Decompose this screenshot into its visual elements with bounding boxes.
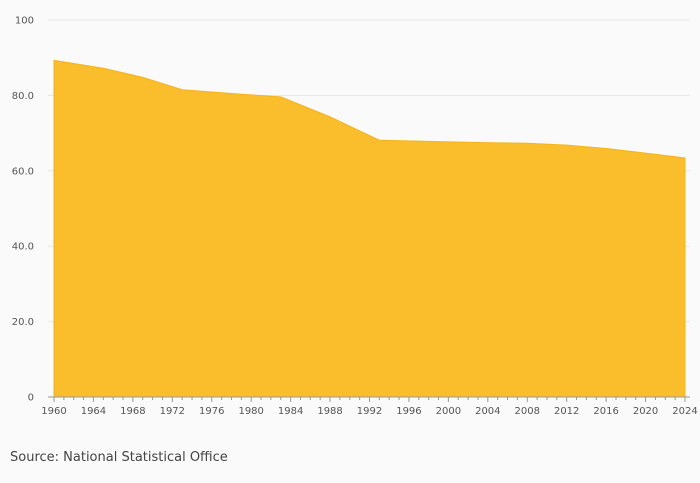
x-tick-label: 2024 xyxy=(672,406,697,417)
y-tick-label: 100 xyxy=(15,16,34,27)
x-tick-label: 2008 xyxy=(515,406,540,417)
x-tick-label: 1992 xyxy=(357,406,382,417)
x-tick-label: 2012 xyxy=(554,406,579,417)
y-tick-label: 0 xyxy=(28,393,34,404)
x-tick-label: 1984 xyxy=(278,406,303,417)
x-tick-label: 1964 xyxy=(81,406,106,417)
x-tick-label: 1980 xyxy=(238,406,263,417)
x-tick-label: 2000 xyxy=(436,406,461,417)
y-tick-label: 80.0 xyxy=(12,91,34,102)
x-tick-label: 2016 xyxy=(593,406,618,417)
source-note: Source: National Statistical Office xyxy=(10,450,228,465)
y-axis-labels: 0 20.0 40.0 60.0 80.0 100 xyxy=(12,16,34,404)
x-axis: 1960 1964 1968 1972 1976 1980 1984 1988 1992 1996… xyxy=(41,396,698,417)
x-tick-label: 1968 xyxy=(120,406,145,417)
y-tick-label: 60.0 xyxy=(12,166,34,177)
y-tick-label: 20.0 xyxy=(12,317,34,328)
x-tick-label: 1960 xyxy=(41,406,66,417)
x-tick-label: 1976 xyxy=(199,406,224,417)
x-tick-label: 1988 xyxy=(317,406,342,417)
y-tick-label: 40.0 xyxy=(12,242,34,253)
data-area-layer xyxy=(53,59,686,398)
data-area xyxy=(53,59,686,398)
x-tick-label: 1972 xyxy=(160,406,185,417)
x-tick-label: 2004 xyxy=(475,406,500,417)
x-tick-label: 2020 xyxy=(633,406,658,417)
x-tick-label: 1996 xyxy=(396,406,421,417)
